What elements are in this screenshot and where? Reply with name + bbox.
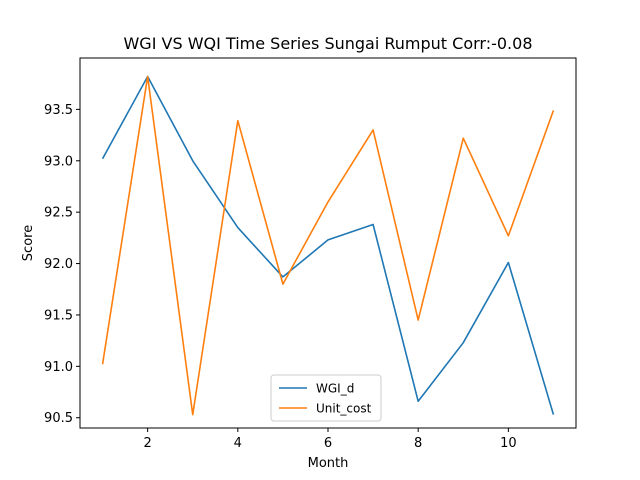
- y-tick-label: 93.0: [44, 154, 73, 169]
- legend: WGI_d Unit_cost: [270, 374, 382, 422]
- x-axis-title: Month: [308, 456, 349, 471]
- chart-title: WGI VS WQI Time Series Sungai Rumput Cor…: [123, 34, 532, 53]
- x-tick-label: 2: [143, 436, 151, 451]
- y-tick-label: 91.0: [44, 360, 73, 375]
- legend-label-unit-cost: Unit_cost: [316, 402, 372, 416]
- x-axis-ticks: 2 4 6 8 10: [143, 428, 517, 451]
- y-tick-label: 91.5: [44, 308, 73, 323]
- y-tick-label: 93.5: [44, 103, 73, 118]
- x-tick-label: 4: [234, 436, 242, 451]
- y-tick-label: 90.5: [44, 411, 73, 426]
- legend-box: [270, 374, 382, 422]
- x-tick-label: 6: [324, 436, 332, 451]
- x-tick-label: 10: [500, 436, 517, 451]
- y-axis-ticks: 90.5 91.0 91.5 92.0 92.5 93.0 93.5: [44, 103, 80, 426]
- series-line-wgi-d: [101, 75, 555, 415]
- y-axis-title: Score: [21, 225, 36, 261]
- y-tick-label: 92.5: [44, 206, 73, 221]
- x-tick-label: 8: [414, 436, 422, 451]
- series-layer: [101, 75, 555, 416]
- y-tick-label: 92.0: [44, 257, 73, 272]
- series-line-unit-cost: [101, 75, 555, 416]
- legend-label-wgi-d: WGI_d: [316, 382, 354, 396]
- plot-frame: [79, 57, 577, 429]
